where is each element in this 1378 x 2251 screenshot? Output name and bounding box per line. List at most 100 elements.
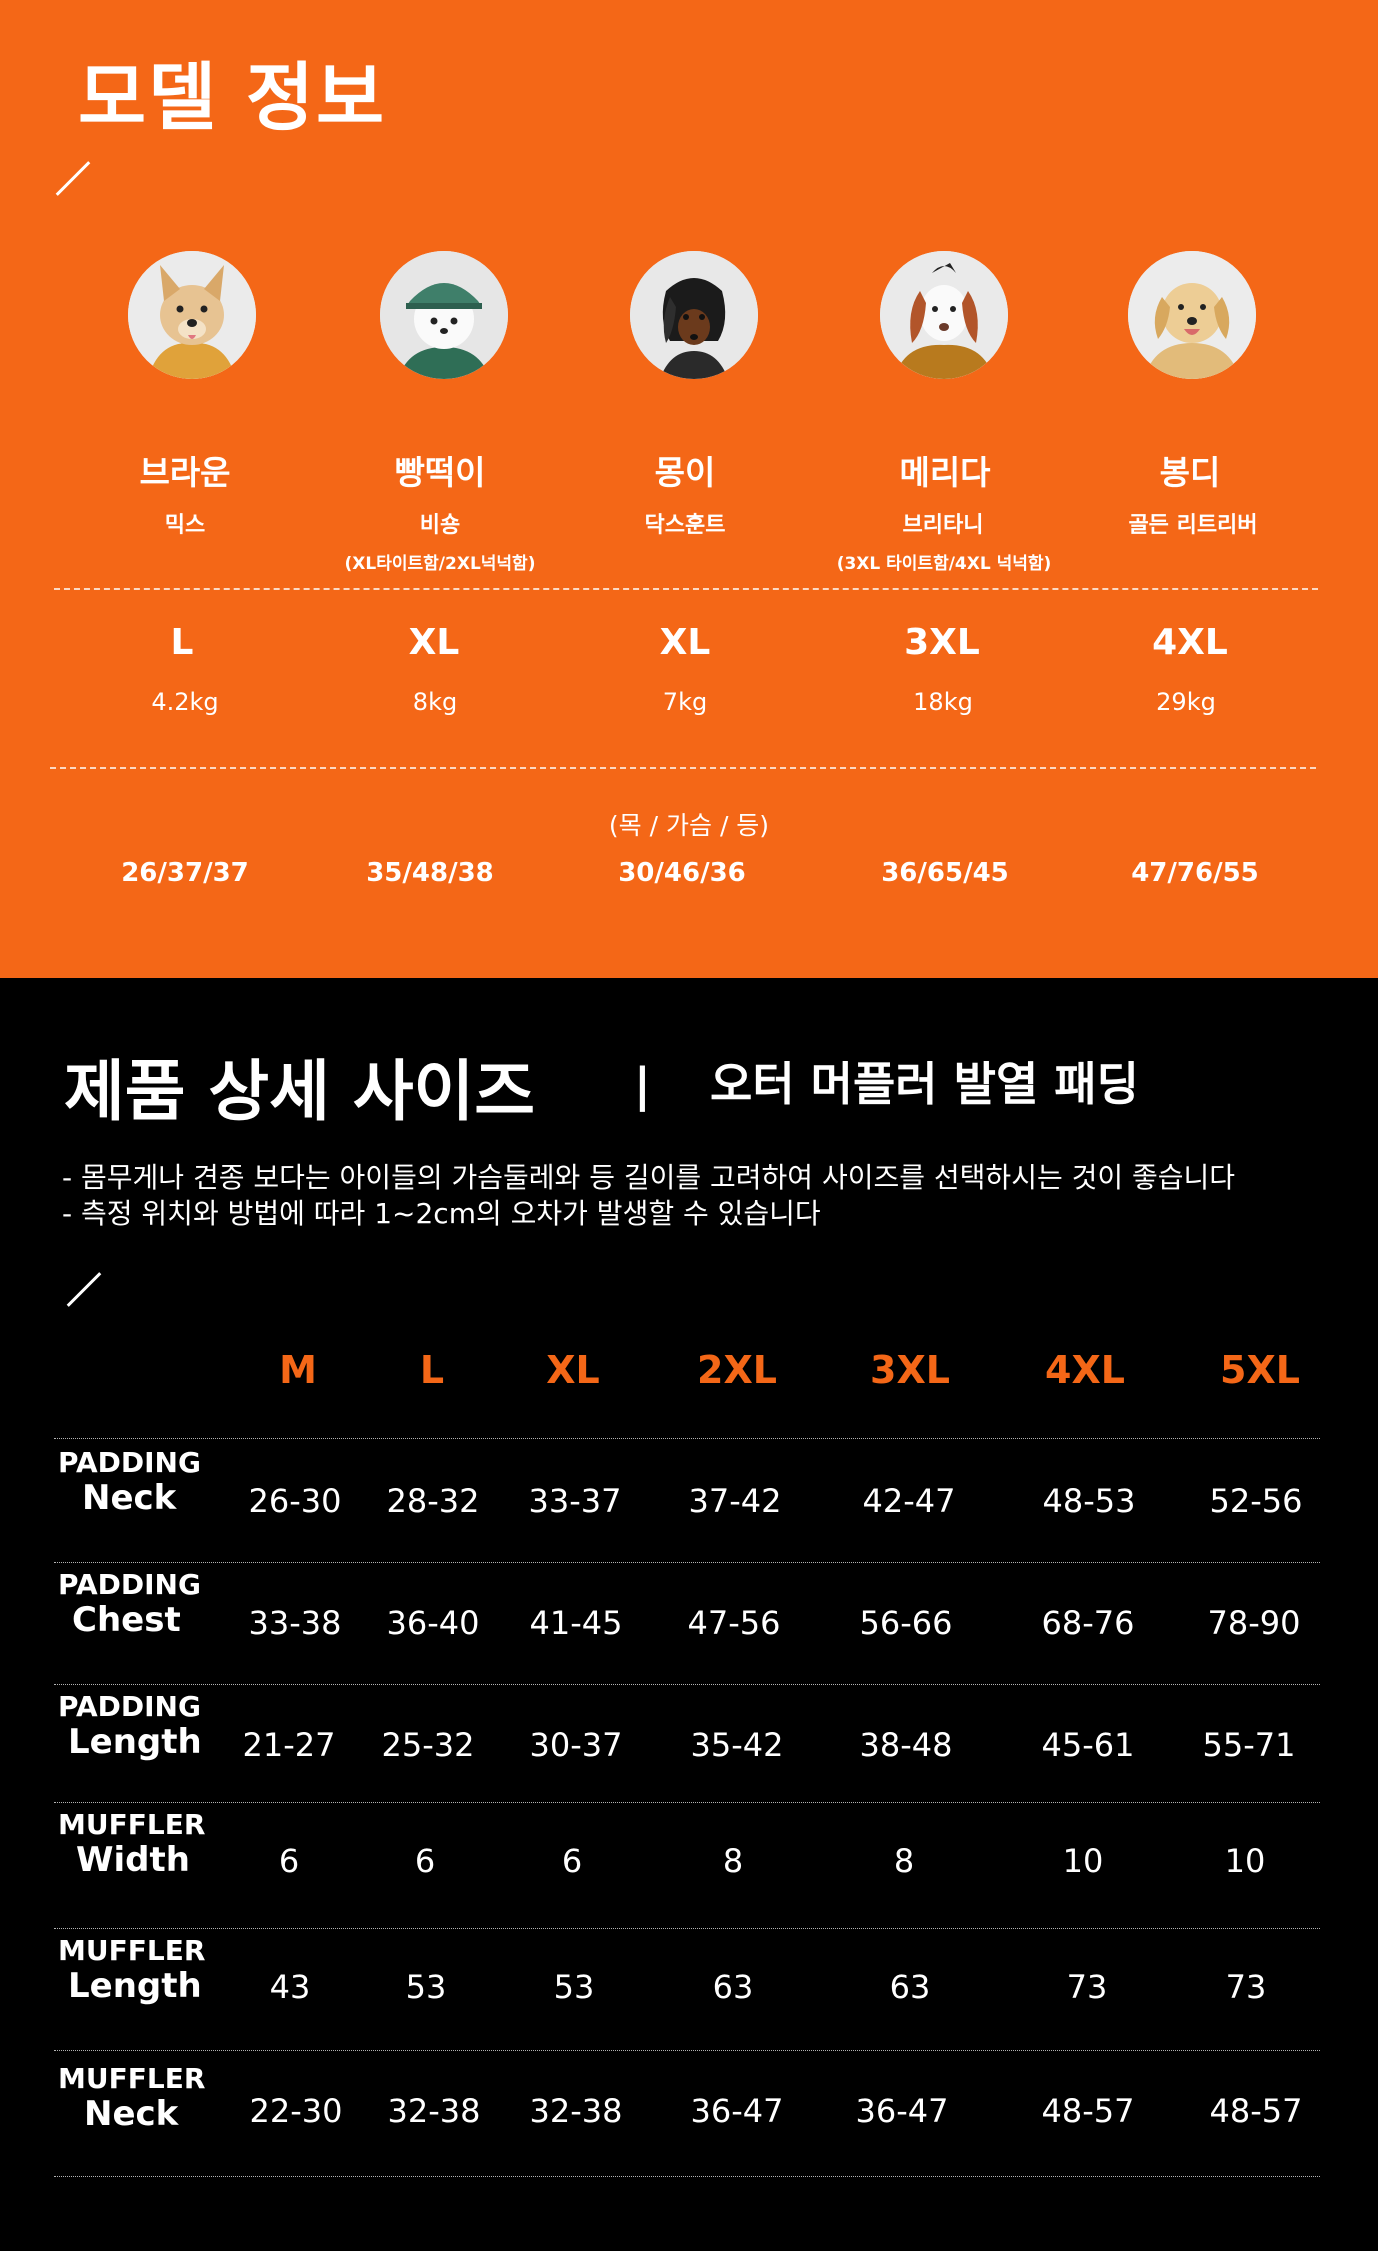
model-info-title: 모델 정보 bbox=[78, 55, 387, 141]
dog-avatar bbox=[128, 251, 256, 379]
row-label-category: PADDING bbox=[58, 1690, 201, 1723]
dog-avatar-brown bbox=[128, 251, 256, 379]
row-label-category: MUFFLER bbox=[58, 1808, 206, 1841]
dog-name: 메리다 bbox=[899, 453, 991, 492]
dog-size: L bbox=[170, 622, 194, 663]
row-divider bbox=[54, 1562, 1320, 1563]
size-header: XL bbox=[546, 1348, 600, 1392]
row-divider bbox=[54, 1684, 1320, 1685]
table-cell: 43 bbox=[269, 1968, 311, 2006]
measurement-label: (목 / 가슴 / 등) bbox=[608, 811, 770, 840]
table-cell: 53 bbox=[553, 1968, 595, 2006]
row-label-measure: Neck bbox=[84, 2094, 179, 2134]
dog-measurements: 26/37/37 bbox=[121, 858, 249, 888]
row-label-category: PADDING bbox=[58, 1568, 201, 1601]
table-cell: 68-76 bbox=[1041, 1604, 1135, 1642]
size-detail-section: 제품 상세 사이즈 | 오터 머플러 발열 패딩 - 몸무게나 견종 보다는 아… bbox=[0, 978, 1378, 2251]
table-cell: 8 bbox=[722, 1842, 744, 1880]
table-cell: 37-42 bbox=[688, 1482, 782, 1520]
size-note: - 몸무게나 견종 보다는 아이들의 가슴둘레와 등 길이를 고려하여 사이즈를… bbox=[62, 1161, 1236, 1194]
dog-size: 3XL bbox=[904, 622, 980, 663]
table-cell: 48-57 bbox=[1041, 2092, 1135, 2130]
table-cell: 48-57 bbox=[1209, 2092, 1303, 2130]
dog-size: 4XL bbox=[1152, 622, 1228, 663]
dog-size-note: (XL타이트함/2XL넉넉함) bbox=[344, 554, 536, 574]
dog-weight: 18kg bbox=[913, 688, 973, 716]
slash-divider-icon bbox=[55, 161, 91, 196]
table-cell: 78-90 bbox=[1207, 1604, 1301, 1642]
dashed-divider bbox=[50, 767, 1316, 769]
dog-measurements: 47/76/55 bbox=[1131, 858, 1259, 888]
table-cell: 28-32 bbox=[386, 1482, 480, 1520]
table-cell: 6 bbox=[561, 1842, 583, 1880]
row-divider bbox=[54, 2050, 1320, 2051]
size-header: 3XL bbox=[870, 1348, 950, 1392]
table-cell: 6 bbox=[414, 1842, 436, 1880]
table-cell: 8 bbox=[893, 1842, 915, 1880]
table-cell: 56-66 bbox=[859, 1604, 953, 1642]
table-cell: 48-53 bbox=[1042, 1482, 1136, 1520]
dog-name: 빵떡이 bbox=[394, 453, 486, 492]
row-divider bbox=[54, 1802, 1320, 1803]
dog-breed: 닥스훈트 bbox=[644, 513, 726, 538]
table-cell: 21-27 bbox=[242, 1726, 336, 1764]
table-cell: 63 bbox=[712, 1968, 754, 2006]
dog-avatar bbox=[1128, 251, 1256, 379]
row-label-measure: Length bbox=[68, 1722, 202, 1762]
row-label-measure: Length bbox=[68, 1966, 202, 2006]
table-cell: 33-37 bbox=[528, 1482, 622, 1520]
row-label-measure: Neck bbox=[82, 1478, 177, 1518]
row-label-category: MUFFLER bbox=[58, 1934, 206, 1967]
row-label-measure: Chest bbox=[72, 1600, 181, 1640]
table-cell: 26-30 bbox=[248, 1482, 342, 1520]
size-header: 2XL bbox=[697, 1348, 777, 1392]
dog-size-note: (3XL 타이트함/4XL 넉넉함) bbox=[836, 554, 1052, 574]
dog-size: XL bbox=[659, 622, 711, 663]
dog-weight: 7kg bbox=[662, 688, 708, 716]
dog-weight: 8kg bbox=[412, 688, 458, 716]
table-cell: 36-47 bbox=[690, 2092, 784, 2130]
model-info-section: 모델 정보 bbox=[0, 0, 1378, 978]
table-cell: 6 bbox=[278, 1842, 300, 1880]
table-cell: 36-40 bbox=[386, 1604, 480, 1642]
dog-weight: 4.2kg bbox=[151, 688, 219, 716]
table-cell: 41-45 bbox=[529, 1604, 623, 1642]
table-cell: 73 bbox=[1225, 1968, 1267, 2006]
dog-avatar bbox=[880, 251, 1008, 379]
title-divider: | bbox=[634, 1058, 651, 1112]
dog-avatar-merida bbox=[880, 251, 1008, 379]
dog-avatar-bbangddeok bbox=[380, 251, 508, 379]
slash-divider-icon bbox=[66, 1272, 102, 1307]
table-cell: 52-56 bbox=[1209, 1482, 1303, 1520]
table-cell: 22-30 bbox=[249, 2092, 343, 2130]
table-cell: 42-47 bbox=[862, 1482, 956, 1520]
table-cell: 63 bbox=[889, 1968, 931, 2006]
table-cell: 10 bbox=[1224, 1842, 1266, 1880]
dog-breed: 믹스 bbox=[164, 513, 206, 538]
table-cell: 33-38 bbox=[248, 1604, 342, 1642]
row-label-measure: Width bbox=[76, 1840, 190, 1880]
dog-name: 봉디 bbox=[1159, 453, 1221, 492]
dog-breed: 브리타니 bbox=[902, 513, 984, 538]
dog-size: XL bbox=[408, 622, 460, 663]
dog-avatar bbox=[380, 251, 508, 379]
dog-measurements: 35/48/38 bbox=[366, 858, 494, 888]
row-divider bbox=[54, 1438, 1320, 1439]
table-cell: 32-38 bbox=[387, 2092, 481, 2130]
dog-name: 브라운 bbox=[139, 453, 231, 492]
size-section-title: 제품 상세 사이즈 bbox=[64, 1053, 535, 1130]
dog-avatar bbox=[630, 251, 758, 379]
table-cell: 38-48 bbox=[859, 1726, 953, 1764]
dog-name: 몽이 bbox=[654, 453, 716, 492]
table-cell: 30-37 bbox=[529, 1726, 623, 1764]
table-cell: 47-56 bbox=[687, 1604, 781, 1642]
dog-avatar-bongdi bbox=[1128, 251, 1256, 379]
row-divider bbox=[54, 1928, 1320, 1929]
dashed-divider bbox=[54, 588, 1318, 590]
dog-measurements: 36/65/45 bbox=[881, 858, 1009, 888]
row-divider bbox=[54, 2176, 1320, 2177]
product-name: 오터 머플러 발열 패딩 bbox=[710, 1057, 1139, 1111]
dog-measurements: 30/46/36 bbox=[618, 858, 746, 888]
table-cell: 10 bbox=[1062, 1842, 1104, 1880]
table-cell: 45-61 bbox=[1041, 1726, 1135, 1764]
